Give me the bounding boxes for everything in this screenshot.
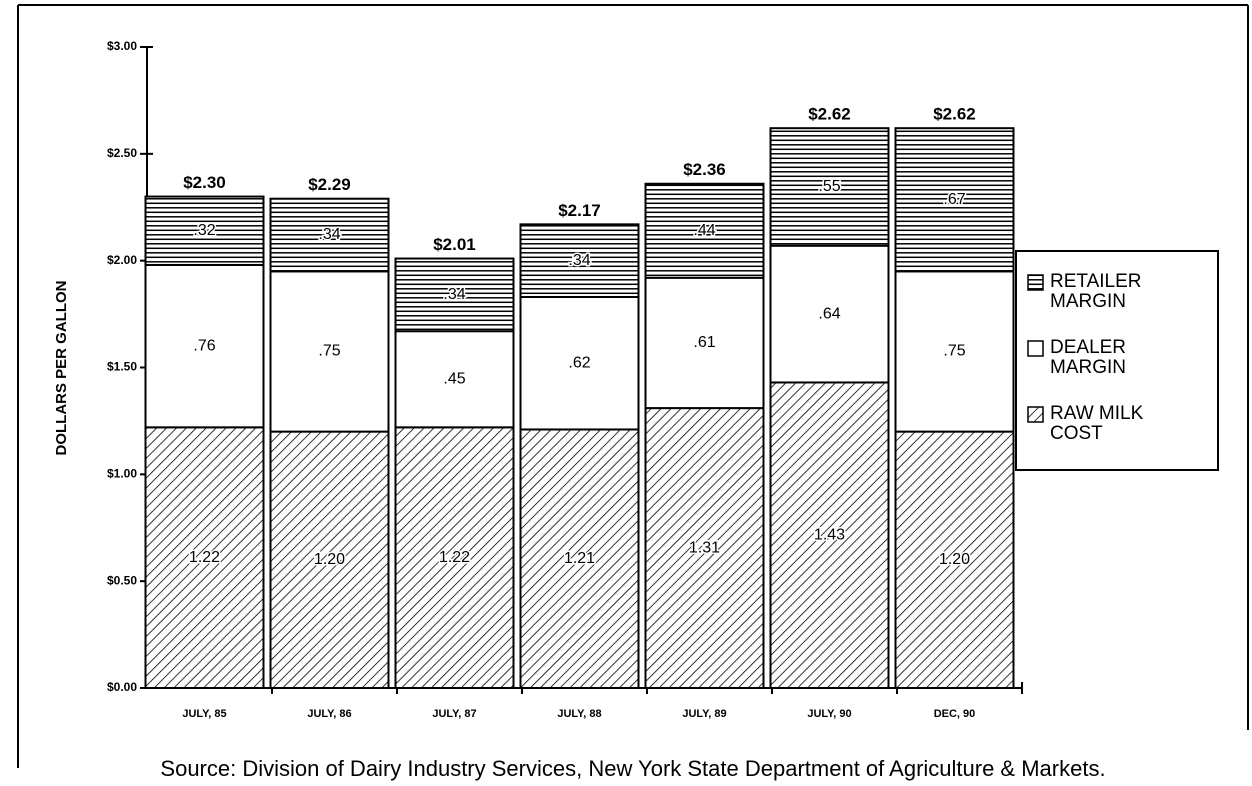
value-label: .75 <box>318 343 340 360</box>
value-label: .61 <box>693 334 715 351</box>
x-tick-label: JULY, 85 <box>182 708 226 720</box>
value-label: .45 <box>443 370 465 387</box>
total-label: $2.36 <box>683 160 726 179</box>
value-label: .34 <box>443 286 465 303</box>
x-tick-label: DEC, 90 <box>934 708 976 720</box>
legend-swatch <box>1027 274 1044 291</box>
x-tick-label: JULY, 86 <box>307 708 351 720</box>
value-label: 1.31 <box>689 539 720 556</box>
bar-segment <box>894 127 1015 273</box>
value-label: .67 <box>943 191 965 208</box>
bar-segment <box>769 381 890 689</box>
bar-segment <box>894 270 1015 433</box>
bar-segment <box>269 197 390 273</box>
legend-label: RETAILER MARGIN <box>1050 271 1142 312</box>
bar-segment <box>144 195 265 266</box>
bar-segment <box>644 276 765 410</box>
y-tick-label: $3.00 <box>107 39 137 53</box>
value-label: 1.22 <box>189 549 220 566</box>
legend-swatch <box>1027 406 1044 423</box>
bar-segment <box>769 127 890 247</box>
y-tick-label: $1.00 <box>107 467 137 481</box>
bar-segment <box>769 244 890 384</box>
y-tick-label: $0.50 <box>107 573 137 587</box>
value-label: .32 <box>193 222 215 239</box>
total-label: $2.29 <box>308 175 351 194</box>
value-label: .34 <box>318 226 340 243</box>
total-label: $2.30 <box>183 173 226 192</box>
bar-segment <box>394 257 515 333</box>
x-tick-label: JULY, 87 <box>432 708 476 720</box>
y-tick-label: $2.00 <box>107 253 137 267</box>
value-label: .55 <box>818 178 840 195</box>
total-label: $2.62 <box>933 105 976 124</box>
value-label: .44 <box>693 222 715 239</box>
bar-segment <box>269 430 390 689</box>
legend-label: DEALER MARGIN <box>1050 337 1127 378</box>
bar-segment <box>144 426 265 689</box>
total-label: $2.17 <box>558 201 601 220</box>
value-label: 1.20 <box>939 551 970 568</box>
source: Source: Division of Dairy Industry Servi… <box>160 756 1105 781</box>
y-tick-label: $2.50 <box>107 146 137 160</box>
bar-segment <box>519 295 640 431</box>
value-label: 1.43 <box>814 526 845 543</box>
y-axis-label: DOLLARS PER GALLON <box>53 281 70 456</box>
bar-segment <box>894 430 1015 689</box>
value-label: 1.21 <box>564 550 595 567</box>
value-label: .75 <box>943 343 965 360</box>
value-label: 1.20 <box>314 551 345 568</box>
value-label: .62 <box>568 354 590 371</box>
y-tick-label: $1.50 <box>107 360 137 374</box>
value-label: 1.22 <box>439 549 470 566</box>
legend-swatch <box>1027 340 1044 357</box>
bar-segment <box>394 426 515 689</box>
x-tick-label: JULY, 88 <box>557 708 601 720</box>
total-label: $2.62 <box>808 105 851 124</box>
legend-label: RAW MILK COST <box>1050 403 1144 444</box>
value-label: .64 <box>818 305 840 322</box>
bar-segment <box>644 407 765 689</box>
bar-segment <box>144 263 265 429</box>
total-label: $2.01 <box>433 235 476 254</box>
bar-segment <box>644 182 765 279</box>
value-label: .76 <box>193 337 215 354</box>
bar-segment <box>519 223 640 298</box>
x-tick-label: JULY, 89 <box>682 708 726 720</box>
y-tick-label: $0.00 <box>107 680 137 694</box>
legend-box <box>1015 250 1219 471</box>
value-label: .34 <box>568 252 590 269</box>
x-tick-label: JULY, 90 <box>807 708 851 720</box>
